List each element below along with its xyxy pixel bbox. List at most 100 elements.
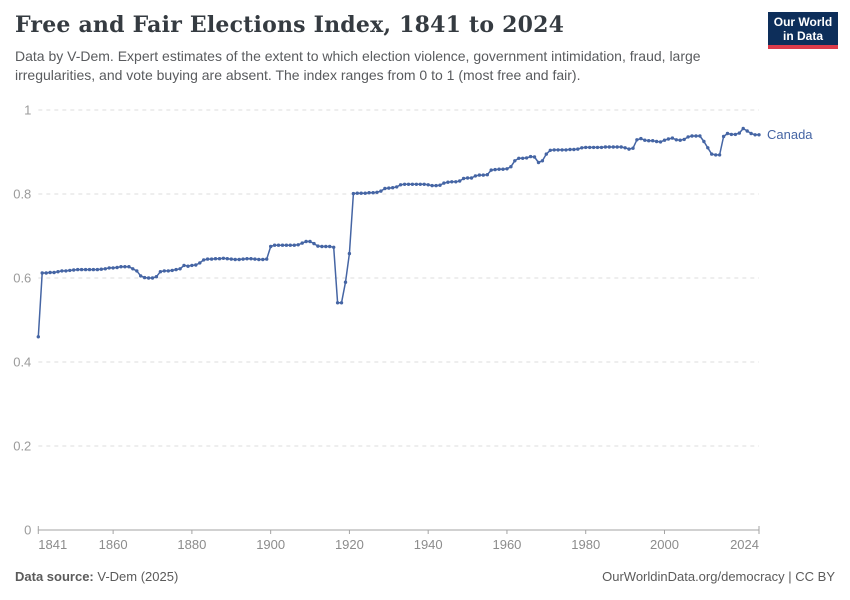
- data-point: [627, 147, 631, 151]
- data-point: [79, 267, 84, 272]
- data-point: [458, 179, 462, 183]
- data-point: [135, 269, 139, 273]
- data-point: [406, 182, 411, 186]
- data-point: [698, 134, 702, 138]
- data-point: [706, 146, 710, 150]
- x-tick-label: 1880: [177, 537, 206, 552]
- data-point: [678, 138, 682, 142]
- data-point: [430, 183, 434, 188]
- data-point: [654, 139, 659, 144]
- data-point: [288, 243, 292, 247]
- data-point: [190, 263, 194, 268]
- data-point: [469, 176, 474, 180]
- data-point: [56, 270, 60, 274]
- data-point: [355, 191, 359, 195]
- owid-license-link[interactable]: OurWorldinData.org/democracy | CC BY: [602, 569, 835, 584]
- data-point: [485, 173, 489, 177]
- data-point: [115, 265, 119, 270]
- data-point: [205, 257, 210, 261]
- x-tick-label: 1860: [99, 537, 128, 552]
- data-point: [233, 257, 237, 262]
- data-point: [225, 257, 229, 261]
- data-point: [131, 267, 135, 271]
- data-point: [387, 186, 391, 190]
- data-point: [536, 160, 541, 165]
- data-point: [465, 176, 470, 180]
- data-point: [591, 145, 596, 150]
- data-point: [347, 251, 352, 256]
- data-point: [83, 267, 88, 272]
- data-point: [694, 134, 698, 138]
- data-point: [666, 137, 671, 141]
- data-point: [209, 257, 214, 261]
- data-point: [265, 257, 269, 261]
- data-point: [253, 257, 257, 261]
- y-tick-label: 1: [24, 103, 31, 118]
- data-point: [166, 269, 170, 273]
- data-point: [753, 133, 757, 137]
- data-point: [217, 257, 222, 261]
- data-point: [717, 153, 722, 157]
- data-point: [603, 145, 608, 149]
- data-point: [757, 133, 761, 137]
- data-point: [48, 270, 52, 275]
- data-point: [261, 257, 265, 262]
- data-source: Data source: V-Dem (2025): [15, 569, 178, 584]
- chart-title: Free and Fair Elections Index, 1841 to 2…: [15, 12, 565, 38]
- data-point: [576, 147, 580, 151]
- data-point: [556, 148, 560, 152]
- data-point: [292, 243, 296, 247]
- data-point: [643, 138, 647, 142]
- data-point: [623, 146, 627, 150]
- data-point: [198, 261, 202, 265]
- data-point: [221, 256, 226, 260]
- data-point: [154, 275, 159, 279]
- data-point: [60, 269, 64, 273]
- data-point: [276, 243, 281, 247]
- data-point: [95, 267, 100, 272]
- data-point: [588, 145, 592, 150]
- data-point: [509, 165, 513, 169]
- data-point: [639, 136, 643, 141]
- data-point: [186, 264, 190, 268]
- data-point: [615, 145, 619, 149]
- series-label-canada[interactable]: Canada: [767, 127, 813, 142]
- data-point: [359, 191, 363, 195]
- data-point: [111, 266, 115, 270]
- data-point: [312, 241, 316, 246]
- data-point: [658, 140, 663, 144]
- data-point: [182, 263, 186, 268]
- data-point: [107, 266, 111, 270]
- series-line-canada[interactable]: [37, 127, 759, 337]
- x-tick-label: 1841: [38, 537, 67, 552]
- data-point: [72, 268, 76, 272]
- data-point: [272, 243, 277, 247]
- data-point: [477, 173, 482, 177]
- data-point: [40, 271, 44, 275]
- data-point: [741, 126, 745, 131]
- data-point: [446, 180, 450, 184]
- data-point: [269, 244, 273, 249]
- data-point: [99, 267, 104, 271]
- data-point: [316, 244, 320, 248]
- data-point: [552, 148, 556, 152]
- data-point: [68, 268, 72, 273]
- data-point: [170, 268, 174, 273]
- data-point: [710, 152, 714, 156]
- data-point: [481, 173, 485, 177]
- data-point: [497, 167, 501, 171]
- data-point: [580, 146, 584, 150]
- data-point: [422, 182, 426, 186]
- data-point: [517, 156, 521, 160]
- data-point: [461, 176, 466, 181]
- data-point: [103, 267, 108, 271]
- data-point: [674, 138, 678, 142]
- data-point: [501, 167, 505, 171]
- data-point: [733, 132, 738, 137]
- data-point: [544, 152, 548, 156]
- data-point: [332, 245, 336, 249]
- data-point: [521, 156, 525, 160]
- data-point: [670, 136, 675, 140]
